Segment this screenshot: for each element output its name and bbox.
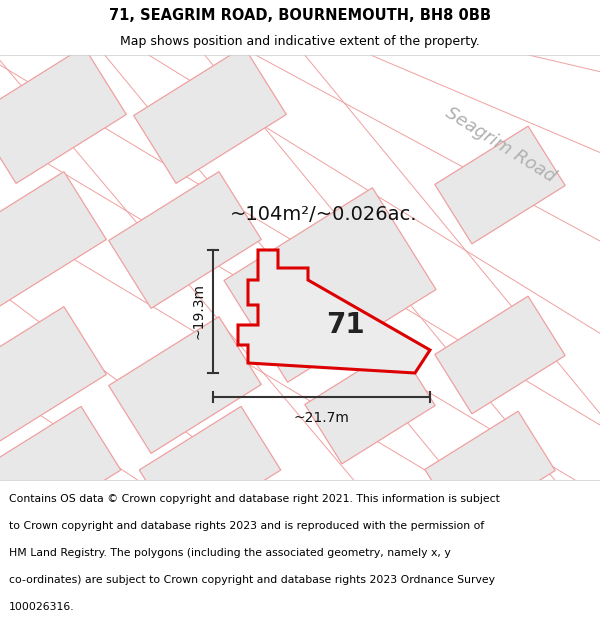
Polygon shape <box>305 346 435 464</box>
Text: 100026316.: 100026316. <box>9 602 74 612</box>
Polygon shape <box>109 172 262 308</box>
Polygon shape <box>425 411 555 529</box>
Polygon shape <box>224 188 436 382</box>
Text: HM Land Registry. The polygons (including the associated geometry, namely x, y: HM Land Registry. The polygons (includin… <box>9 548 451 558</box>
Polygon shape <box>238 250 430 373</box>
Polygon shape <box>109 317 262 453</box>
Text: ~104m²/~0.026ac.: ~104m²/~0.026ac. <box>230 206 418 224</box>
Polygon shape <box>0 406 121 534</box>
Text: co-ordinates) are subject to Crown copyright and database rights 2023 Ordnance S: co-ordinates) are subject to Crown copyr… <box>9 575 495 585</box>
Polygon shape <box>435 126 565 244</box>
Text: to Crown copyright and database rights 2023 and is reproduced with the permissio: to Crown copyright and database rights 2… <box>9 521 484 531</box>
Polygon shape <box>435 296 565 414</box>
Polygon shape <box>0 47 127 183</box>
Polygon shape <box>0 307 106 443</box>
Text: Contains OS data © Crown copyright and database right 2021. This information is : Contains OS data © Crown copyright and d… <box>9 494 500 504</box>
Polygon shape <box>134 47 286 183</box>
Text: 71, SEAGRIM ROAD, BOURNEMOUTH, BH8 0BB: 71, SEAGRIM ROAD, BOURNEMOUTH, BH8 0BB <box>109 8 491 23</box>
Text: Map shows position and indicative extent of the property.: Map shows position and indicative extent… <box>120 35 480 48</box>
Polygon shape <box>0 172 106 308</box>
Text: ~19.3m: ~19.3m <box>191 284 205 339</box>
Text: Seagrim Road: Seagrim Road <box>442 104 559 186</box>
Text: ~21.7m: ~21.7m <box>293 411 349 425</box>
Polygon shape <box>139 406 281 534</box>
Text: 71: 71 <box>326 311 364 339</box>
